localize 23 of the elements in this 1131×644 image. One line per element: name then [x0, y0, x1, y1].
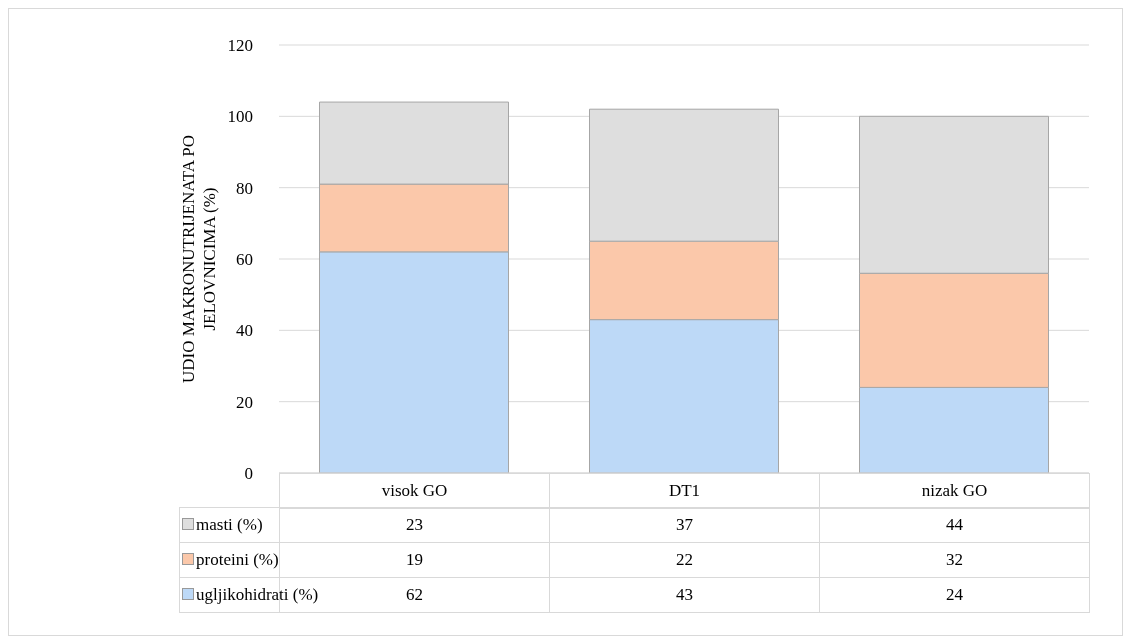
data-label: 44 [819, 507, 1090, 543]
x-tick-label: DT1 [549, 473, 820, 509]
data-label: 24 [819, 577, 1090, 613]
y-tick-label: 80 [236, 178, 253, 198]
y-axis-title: UDIO MAKRONUTRIJENATA PO JELOVNICIMA (%) [178, 134, 220, 385]
data-label: 43 [549, 577, 820, 613]
data-label: 22 [549, 542, 820, 578]
y-tick-label: 20 [236, 392, 253, 412]
legend-label: proteini (%) [179, 542, 280, 578]
data-label: 23 [279, 507, 550, 543]
data-label: 62 [406, 585, 423, 604]
data-label: 32 [819, 542, 1090, 578]
data-label: 19 [279, 542, 550, 578]
x-tick-label: nizak GO [819, 473, 1090, 509]
legend-label: ugljikohidrati (%) [195, 584, 319, 606]
y-tick-label: 40 [236, 321, 253, 341]
data-label: 37 [549, 507, 820, 543]
legend-label: masti (%) [179, 507, 280, 543]
x-tick-label: visok GO [279, 473, 550, 509]
y-tick-label: 120 [227, 36, 253, 56]
y-tick-label: 0 [244, 464, 253, 484]
y-tick-label: 100 [227, 107, 253, 127]
y-tick-label: 60 [236, 250, 253, 270]
